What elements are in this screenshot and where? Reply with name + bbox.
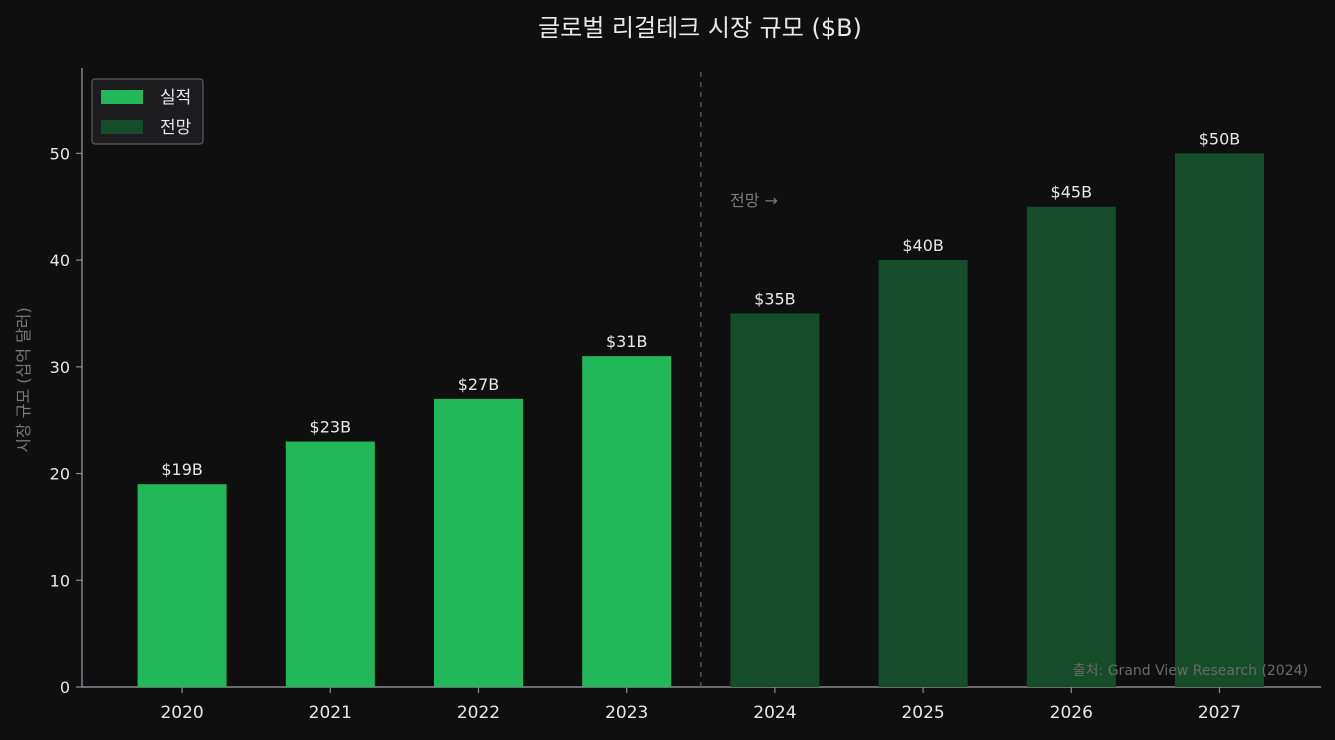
x-tick-label: 2025 bbox=[901, 703, 944, 723]
bar-value-label: $35B bbox=[754, 289, 796, 308]
bar-2024 bbox=[730, 313, 820, 687]
bar-value-label: $50B bbox=[1199, 129, 1241, 148]
y-ticks: 0 10 20 30 40 50 bbox=[50, 144, 82, 697]
x-tick-label: 2026 bbox=[1050, 703, 1093, 723]
x-tick-label: 2027 bbox=[1198, 703, 1241, 723]
bar-value-label: $31B bbox=[606, 332, 648, 351]
chart-title: 글로벌 리걸테크 시장 규모 ($B) bbox=[538, 14, 862, 42]
y-tick-label: 50 bbox=[50, 144, 70, 163]
source-note: 출처: Grand View Research (2024) bbox=[1073, 663, 1308, 679]
bar-2027 bbox=[1175, 153, 1264, 688]
x-tick-label: 2024 bbox=[753, 703, 796, 723]
legend-label-forecast: 전망 bbox=[160, 118, 192, 138]
bar-value-label: $27B bbox=[458, 375, 500, 394]
bar-value-label: $19B bbox=[161, 460, 203, 479]
legend-swatch-forecast bbox=[101, 120, 143, 134]
x-ticks: 2020 2021 2022 2023 2024 2025 2026 2027 bbox=[160, 687, 1241, 723]
y-tick-label: 10 bbox=[50, 571, 70, 590]
bar-2025 bbox=[878, 260, 968, 687]
bar-2022 bbox=[434, 398, 523, 687]
y-tick-label: 40 bbox=[50, 251, 70, 270]
bar-2023 bbox=[582, 356, 672, 687]
x-tick-label: 2022 bbox=[457, 703, 500, 723]
y-axis-label: 시장 규모 (십억 달러) bbox=[14, 307, 33, 453]
bars: $19B $23B $27B $31B $35B $40B $45B $50B bbox=[137, 129, 1264, 688]
y-tick-label: 0 bbox=[60, 678, 70, 697]
bar-value-label: $23B bbox=[310, 418, 352, 437]
y-tick-label: 20 bbox=[50, 465, 70, 484]
legend-swatch-actual bbox=[101, 90, 143, 104]
y-tick-label: 30 bbox=[50, 358, 70, 377]
bar-2026 bbox=[1026, 206, 1116, 687]
bar-value-label: $45B bbox=[1051, 183, 1093, 202]
x-tick-label: 2023 bbox=[605, 703, 648, 723]
bar-value-label: $40B bbox=[902, 236, 944, 255]
bar-2020 bbox=[137, 484, 227, 687]
x-tick-label: 2021 bbox=[309, 703, 352, 723]
bar-2021 bbox=[285, 441, 375, 687]
forecast-annotation: 전망 → bbox=[730, 191, 778, 210]
legend-label-actual: 실적 bbox=[160, 88, 191, 108]
x-tick-label: 2020 bbox=[160, 703, 203, 723]
